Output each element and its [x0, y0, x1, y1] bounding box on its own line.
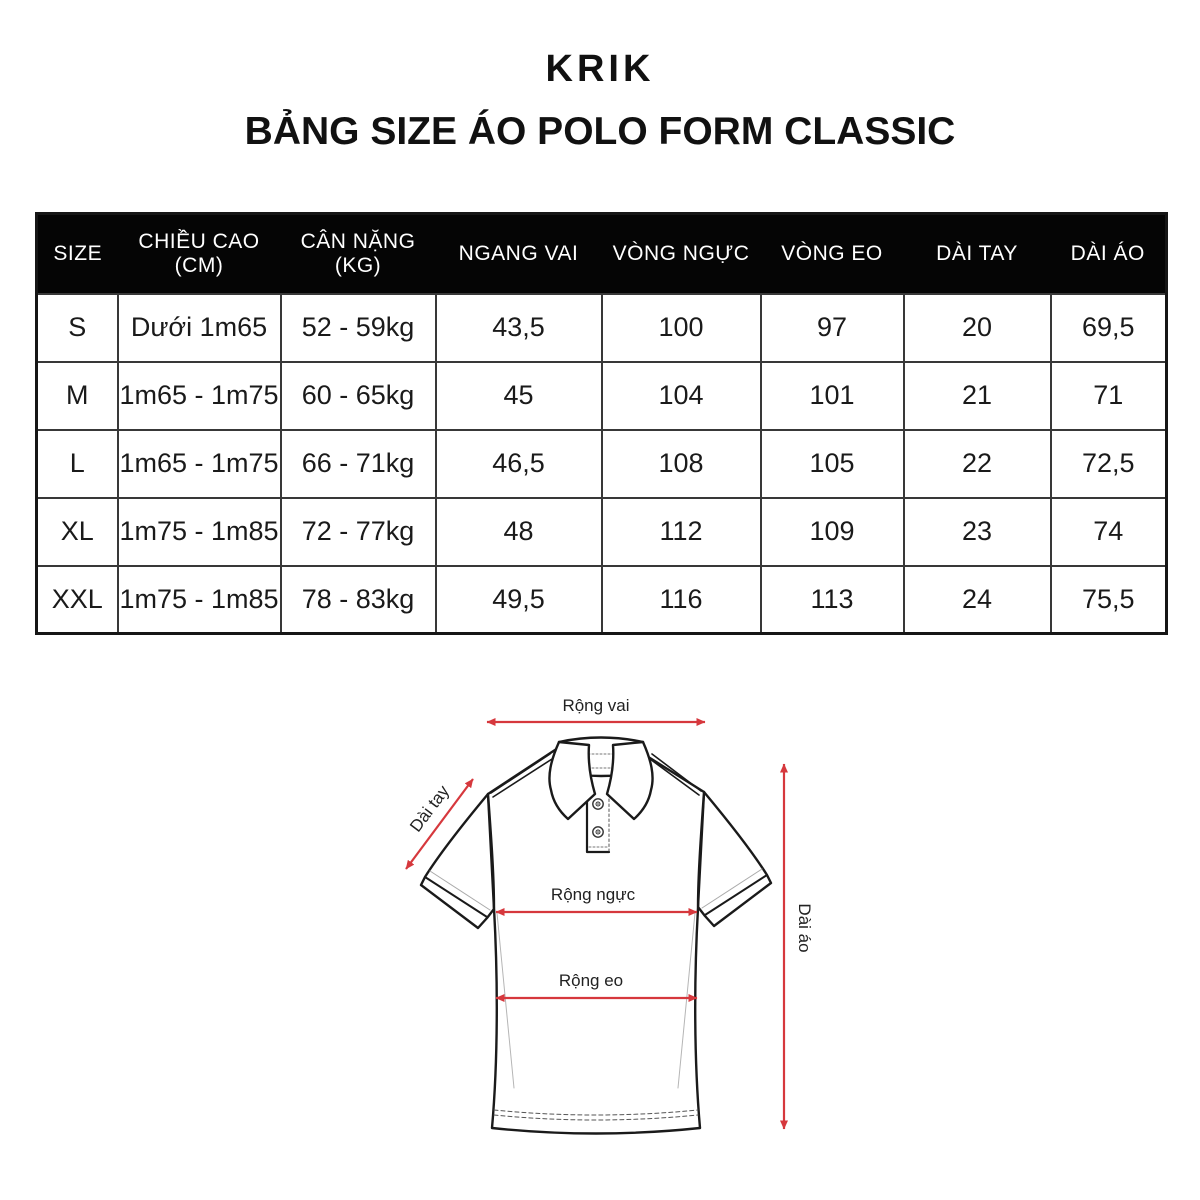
- table-cell: 101: [759, 360, 905, 431]
- left-shoulder-seam: [490, 753, 553, 798]
- shirt-length-label: Dài áo: [795, 903, 814, 952]
- table-cell: 104: [600, 360, 762, 431]
- table-cell: M: [36, 360, 119, 431]
- table-cell: 1m75 - 1m85: [116, 496, 282, 567]
- column-header-shoulder: NGANG VAI: [435, 213, 602, 294]
- right-shoulder-seam: [649, 753, 702, 796]
- table-cell: 24: [902, 564, 1052, 634]
- table-cell: 21: [902, 360, 1052, 431]
- column-header-size: SIZE: [36, 213, 118, 294]
- table-cell: 43,5: [434, 292, 603, 363]
- table-cell: 1m65 - 1m75: [116, 360, 282, 431]
- table-row-l: L 1m65 - 1m75 66 - 71kg 46,5 108 105 22 …: [36, 428, 1167, 499]
- brand-logo: KRIK: [545, 48, 655, 90]
- table-cell: 23: [902, 496, 1052, 567]
- collar-left-flap: [548, 740, 597, 821]
- header-row: SIZE CHIỀU CAO (CM) CÂN NẶNG (KG) NGANG …: [36, 213, 1167, 294]
- table-cell: 100: [600, 292, 762, 363]
- table-cell: 105: [759, 428, 905, 499]
- table-cell: 74: [1049, 496, 1167, 567]
- hem-stitch-top: [493, 1109, 699, 1116]
- table-cell: 60 - 65kg: [279, 360, 437, 431]
- table-cell: 113: [759, 564, 905, 634]
- page-title: BẢNG SIZE ÁO POLO FORM CLASSIC: [244, 110, 956, 153]
- table-cell: 1m65 - 1m75: [116, 428, 282, 499]
- table-cell: 49,5: [434, 564, 603, 634]
- table-row-m: M 1m65 - 1m75 60 - 65kg 45 104 101 21 71: [36, 360, 1167, 431]
- right-cuff-hint: [701, 868, 763, 909]
- column-header-weight: CÂN NẶNG (KG): [280, 213, 436, 294]
- column-header-length: DÀI ÁO: [1050, 213, 1167, 294]
- table-cell: Dưới 1m65: [116, 292, 282, 363]
- column-header-sleeve: DÀI TAY: [903, 213, 1051, 294]
- table-cell: 78 - 83kg: [279, 564, 437, 634]
- hem-stitch-bottom: [493, 1114, 699, 1121]
- table-cell: S: [36, 292, 119, 363]
- table-cell: 48: [434, 496, 603, 567]
- size-table: SIZE CHIỀU CAO (CM) CÂN NẶNG (KG) NGANG …: [35, 212, 1168, 635]
- right-inner-seam: [677, 912, 696, 1089]
- sleeve-length-arrow: [405, 778, 474, 870]
- table-cell: 1m75 - 1m85: [116, 564, 282, 634]
- table-cell: 109: [759, 496, 905, 567]
- table-cell: L: [36, 428, 119, 499]
- collar-right-flap: [605, 740, 654, 821]
- shirt-body: [486, 746, 706, 1135]
- size-table-header: SIZE CHIỀU CAO (CM) CÂN NẶNG (KG) NGANG …: [36, 213, 1167, 294]
- polo-outline: [419, 736, 773, 1135]
- right-sleeve: [696, 790, 773, 928]
- right-cuff-seam: [704, 874, 768, 916]
- table-cell: 108: [600, 428, 762, 499]
- table-cell: 116: [600, 564, 762, 634]
- column-header-chest: VÒNG NGỰC: [601, 213, 761, 294]
- left-cuff-hint: [429, 870, 491, 911]
- shoulder-width-label: Rộng vai: [562, 696, 629, 715]
- table-cell: 69,5: [1049, 292, 1167, 363]
- table-cell: 22: [902, 428, 1052, 499]
- table-cell: 97: [759, 292, 905, 363]
- table-cell: 112: [600, 496, 762, 567]
- table-cell: 72,5: [1049, 428, 1167, 499]
- polo-diagram-svg: Rộng vai Dài tay Rộng ngực Rộng eo Dài á…: [405, 696, 814, 1135]
- table-cell: XL: [36, 496, 119, 567]
- placket-button-bottom: [592, 826, 604, 838]
- table-cell: 20: [902, 292, 1052, 363]
- table-row-xxl: XXL 1m75 - 1m85 78 - 83kg 49,5 116 113 2…: [36, 564, 1167, 634]
- placket-button-top: [592, 798, 604, 810]
- column-header-height: CHIỀU CAO (CM): [117, 213, 281, 294]
- placket: [585, 788, 611, 854]
- table-row-s: S Dưới 1m65 52 - 59kg 43,5 100 97 20 69,…: [36, 292, 1167, 363]
- table-cell: 66 - 71kg: [279, 428, 437, 499]
- table-cell: 46,5: [434, 428, 603, 499]
- sleeve-length-label: Dài tay: [406, 781, 453, 835]
- table-cell: 71: [1049, 360, 1167, 431]
- table-cell: 52 - 59kg: [279, 292, 437, 363]
- polo-measurement-diagram: Rộng vai Dài tay Rộng ngực Rộng eo Dài á…: [390, 680, 830, 1170]
- waist-width-label: Rộng eo: [559, 971, 623, 990]
- left-inner-seam: [496, 912, 515, 1089]
- chest-width-label: Rộng ngực: [551, 885, 636, 904]
- table-cell: 75,5: [1049, 564, 1167, 634]
- table-cell: 45: [434, 360, 603, 431]
- column-header-waist: VÒNG EO: [760, 213, 904, 294]
- table-cell: 72 - 77kg: [279, 496, 437, 567]
- table-row-xl: XL 1m75 - 1m85 72 - 77kg 48 112 109 23 7…: [36, 496, 1167, 567]
- left-cuff-seam: [424, 876, 488, 918]
- table-cell: XXL: [36, 564, 119, 634]
